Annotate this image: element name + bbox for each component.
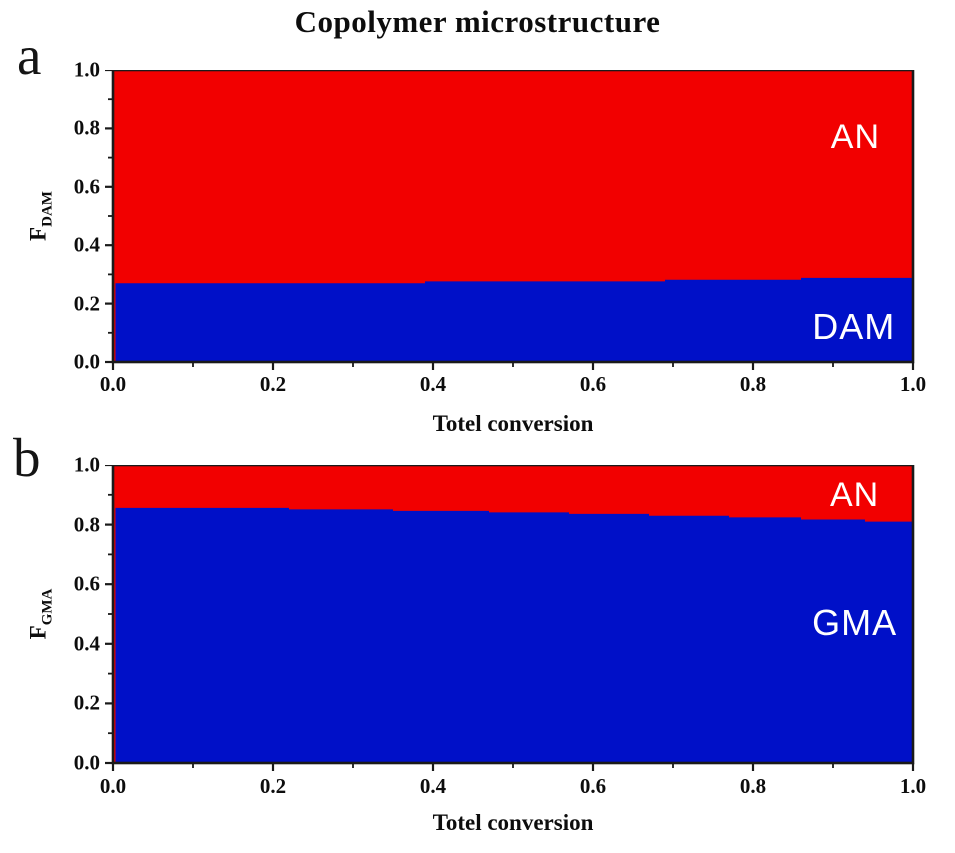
panel-b-x-axis-label: Totel conversion [432,810,594,835]
panel-b-y-axis-label-sub: GMA [39,588,56,626]
panel-b-y-axis-label: FGMA [26,589,57,640]
panel-a-y-tick-label: 1.0 [73,57,100,82]
panel-b-x-tick-label: 0.0 [99,774,127,798]
panel-a-x-tick-label: 0.8 [739,372,767,396]
figure-title: Copolymer microstructure [294,4,661,39]
panel-a-x-tick-label: 1.0 [899,372,927,396]
panel-a-x-tick-label: 0.2 [259,372,287,396]
panel-a-x-tick-label: 0.4 [419,372,447,396]
panel-b-stacked-area-chart [105,465,915,771]
panel-a-stacked-area-chart [105,70,915,370]
panel-b-y-tick-label: 0.2 [73,690,100,715]
panel-b-x-tick-label: 1.0 [899,774,927,798]
panel-b-x-tick-label: 0.6 [579,774,607,798]
panel-b-y-tick-label: 0.8 [73,512,100,537]
panel-b-y-tick-label: 0.6 [73,571,100,596]
panel-b-letter: b [13,427,41,488]
panel-a-y-tick-label: 0.2 [73,291,100,316]
panel-b-x-tick-label: 0.8 [739,774,767,798]
panel-a-y-axis-label-main: F [25,226,51,241]
panel-a-region-label-an: AN [830,118,881,157]
panel-a-y-tick-label: 0.0 [73,349,100,374]
panel-a-x-tick-label: 0.0 [99,372,127,396]
panel-b-y-tick-label: 0.0 [73,750,100,775]
panel-b-y-axis-label-main: F [25,625,51,640]
panel-b-region-label-an: AN [829,475,880,514]
panel-a-region-label-dam: DAM [812,305,896,347]
panel-a-x-tick-label: 0.6 [579,372,607,396]
panel-a-y-tick-label: 0.8 [73,115,100,140]
panel-a-y-tick-label: 0.4 [73,232,100,257]
panel-b-y-tick-label: 1.0 [73,452,100,477]
panel-b-x-tick-label: 0.2 [259,774,287,798]
panel-a-y-axis-label-sub: DAM [39,191,56,227]
panel-a-letter: a [17,25,42,86]
panel-b-region-label-gma: GMA [812,601,898,643]
panel-a-x-axis-label: Totel conversion [432,411,594,436]
panel-b-y-tick-label: 0.4 [73,631,100,656]
panel-b-x-tick-label: 0.4 [419,774,447,798]
panel-a-y-tick-label: 0.6 [73,174,100,199]
panel-a-y-axis-label: FDAM [26,191,57,241]
